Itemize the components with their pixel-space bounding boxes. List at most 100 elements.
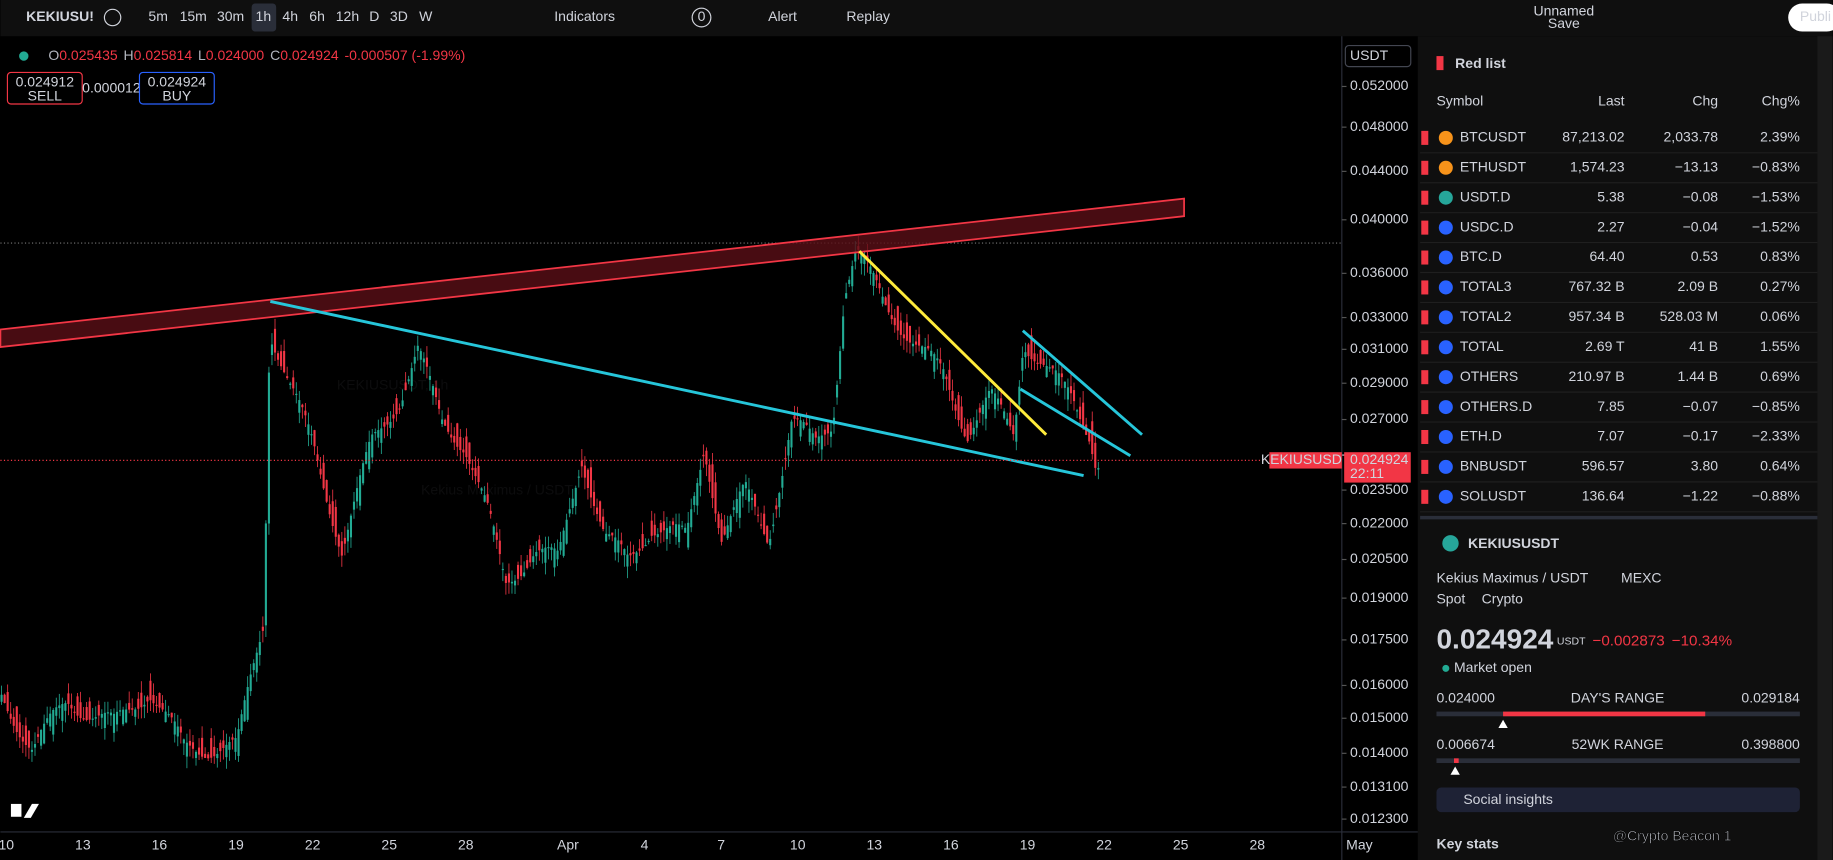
watermark-symbol: KEKIUSUSDT, 1h (337, 376, 448, 392)
candle-body (1094, 442, 1097, 468)
symbol-icon (1438, 310, 1453, 325)
candle-body (1082, 402, 1085, 428)
days-high: 0.029184 (1741, 689, 1800, 705)
candle-body (40, 730, 43, 746)
row-flag (1421, 370, 1429, 385)
watch-last: 596.57 (1582, 458, 1625, 474)
candle-body (656, 534, 659, 538)
watch-symbol[interactable]: BTC.D (1460, 248, 1502, 264)
candle-body (27, 730, 30, 748)
candle-body (580, 460, 583, 467)
interval-button[interactable]: W (419, 8, 433, 24)
add-symbol[interactable] (103, 8, 122, 27)
candle-body (468, 442, 471, 464)
candle-body (61, 704, 64, 721)
row-flag (1421, 190, 1429, 205)
interval-button[interactable]: D (369, 8, 379, 24)
candle-body (234, 738, 237, 752)
watch-symbol[interactable]: TOTAL (1460, 338, 1504, 354)
candle-body (914, 341, 918, 345)
candle-body (793, 415, 796, 419)
resistance-band (0, 197, 1185, 348)
tv-logo-tri (23, 803, 39, 818)
candle-body (896, 306, 899, 331)
week52-label: 52WK RANGE (1572, 736, 1664, 752)
interval-button[interactable]: 1h (256, 8, 272, 24)
watch-symbol[interactable]: ETH.D (1460, 428, 1502, 444)
symbol-search[interactable]: KEKIUSU! (26, 8, 94, 24)
watchlist-title[interactable]: Red list (1455, 55, 1506, 71)
candle-body (942, 369, 945, 380)
time-tick-label: 10 (0, 837, 14, 853)
watch-symbol[interactable]: ETHUSDT (1460, 158, 1527, 174)
candle-body (100, 713, 103, 718)
interval-button[interactable]: 5m (148, 8, 167, 24)
candle-body (614, 537, 617, 553)
candle-body (489, 510, 492, 514)
indicators-button[interactable]: Indicators (554, 8, 615, 24)
publish-button[interactable]: Publi (1800, 8, 1831, 24)
alert-button[interactable]: Alert (768, 8, 797, 24)
interval-button[interactable]: 3D (390, 8, 408, 24)
candle-body (753, 493, 757, 507)
candle-body (723, 526, 726, 535)
replay-button[interactable]: Replay (846, 8, 890, 24)
candle-body (286, 376, 289, 379)
countdown: 22:11 (1350, 465, 1384, 481)
candle-body (343, 537, 346, 544)
layout-name[interactable]: Unnamed (1533, 2, 1594, 18)
interval-button[interactable]: 12h (336, 8, 359, 24)
candle-body (140, 692, 143, 708)
candle-body (823, 429, 826, 435)
candle-body (9, 713, 12, 719)
candle-body (46, 718, 49, 723)
candle-body (766, 525, 769, 543)
watch-symbol[interactable]: USDT.D (1460, 188, 1511, 204)
watch-symbol[interactable]: BNBUSDT (1460, 458, 1527, 474)
detail-icon (1442, 535, 1459, 552)
detail-name: Kekius Maximus / USDT (1436, 569, 1588, 585)
watch-chg-pct: −2.33% (1752, 428, 1800, 444)
watch-symbol[interactable]: TOTAL3 (1460, 278, 1512, 294)
candle-body (799, 420, 802, 437)
candle-body (501, 568, 504, 571)
candle-body (1079, 406, 1082, 420)
candle-body (714, 482, 717, 514)
candle-body (981, 404, 984, 415)
symbol-icon (1438, 190, 1453, 205)
candle-body (1006, 418, 1009, 425)
price-tick-label: 0.029000 (1350, 374, 1409, 390)
interval-button[interactable]: 4h (282, 8, 298, 24)
social-button[interactable] (1436, 787, 1800, 813)
sell-button[interactable] (6, 71, 83, 105)
detail-type-line: Spot Crypto (1436, 590, 1523, 606)
watch-symbol[interactable]: TOTAL2 (1460, 308, 1512, 324)
candle-body (674, 524, 678, 537)
interval-button[interactable]: 15m (180, 8, 207, 24)
candle-body (55, 707, 58, 716)
publish-bg[interactable] (1788, 3, 1833, 32)
watch-symbol[interactable]: OTHERS.D (1460, 398, 1532, 414)
spread: 0.000012 (82, 80, 141, 96)
candle-body (201, 737, 204, 757)
watch-symbol[interactable]: OTHERS (1460, 368, 1518, 384)
buy-button[interactable] (138, 71, 215, 105)
candle-body (398, 408, 401, 410)
candle-body (927, 345, 930, 349)
candle-body (650, 520, 653, 536)
watch-symbol[interactable]: SOLUSDT (1460, 488, 1527, 504)
price-tick-label: 0.031000 (1350, 340, 1409, 356)
week52-marker (1450, 766, 1460, 775)
interval-button[interactable]: 6h (309, 8, 325, 24)
candle-body (362, 463, 365, 484)
detail-category: Crypto (1482, 590, 1523, 606)
candle-body (647, 540, 650, 543)
watch-symbol[interactable]: BTCUSDT (1460, 129, 1527, 145)
watch-symbol[interactable]: USDC.D (1460, 218, 1514, 234)
symbol-icon (1438, 220, 1453, 235)
candle-body (617, 540, 620, 553)
currency-selector[interactable]: USDT (1350, 47, 1389, 63)
candle-body (747, 489, 750, 502)
interval-button[interactable]: 30m (217, 8, 244, 24)
